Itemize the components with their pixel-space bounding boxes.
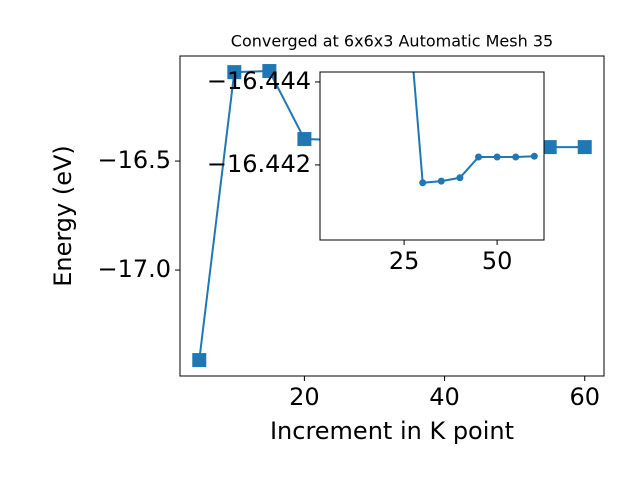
data-point xyxy=(227,65,242,80)
y-axis-label: Energy (eV) xyxy=(49,145,77,287)
data-point xyxy=(577,140,592,155)
data-point xyxy=(530,152,538,160)
x-tick-label: 50 xyxy=(482,247,513,275)
y-tick-label: −16.444 xyxy=(207,67,311,95)
x-tick-label: 20 xyxy=(289,383,320,411)
chart-title: Converged at 6x6x3 Automatic Mesh 35 xyxy=(231,32,553,51)
data-point xyxy=(475,153,483,161)
axes-frame xyxy=(179,55,605,377)
inset-background xyxy=(320,72,544,240)
plot-area xyxy=(412,72,538,187)
data-point xyxy=(419,179,427,187)
data-point xyxy=(192,353,207,368)
data-point xyxy=(512,153,520,161)
x-tick-label: 25 xyxy=(389,247,420,275)
axes-frame xyxy=(319,71,545,241)
data-point xyxy=(262,64,277,79)
data-point xyxy=(437,177,445,185)
x-axis-label: Increment in K point xyxy=(270,417,514,445)
y-tick-label: −16.442 xyxy=(207,150,311,178)
data-point xyxy=(456,174,464,182)
data-point xyxy=(493,153,501,161)
y-tick-label: −16.5 xyxy=(97,146,171,174)
data-point xyxy=(542,140,557,155)
y-tick-label: −17.0 xyxy=(97,255,171,283)
x-tick-label: 60 xyxy=(569,383,600,411)
data-point xyxy=(297,132,312,147)
x-tick-label: 40 xyxy=(429,383,460,411)
